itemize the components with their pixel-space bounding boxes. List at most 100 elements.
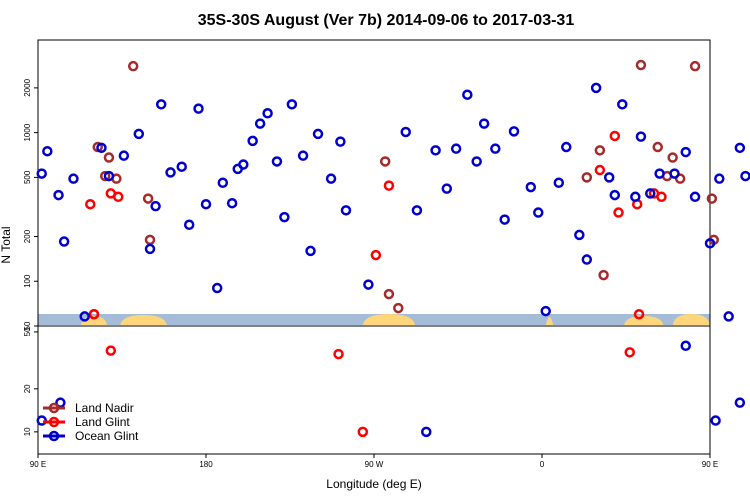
point-ocean-glint	[561, 141, 572, 153]
point-ocean-glint	[734, 397, 746, 408]
point-ocean-glint	[211, 282, 223, 294]
point-ocean-glint	[603, 172, 615, 183]
point-ocean-glint	[193, 103, 204, 114]
point-ocean-glint	[183, 219, 195, 230]
legend-marker-land-nadir	[48, 402, 60, 414]
point-ocean-glint	[340, 205, 352, 216]
point-ocean-glint	[704, 238, 716, 249]
point-land-glint	[370, 249, 382, 261]
point-ocean-glint	[734, 142, 746, 154]
point-ocean-glint	[714, 173, 725, 184]
xtick-label: 180	[199, 460, 213, 469]
legend-label-ocean-glint: Ocean Glint	[75, 429, 139, 443]
point-ocean-glint	[590, 82, 602, 94]
point-land-glint	[357, 426, 369, 438]
point-ocean-glint	[36, 168, 47, 179]
point-land-glint	[633, 308, 645, 320]
point-land-glint	[105, 345, 117, 356]
point-ocean-glint	[200, 198, 212, 210]
point-land-nadir	[635, 59, 647, 71]
point-ocean-glint	[217, 177, 229, 189]
upper-ytick-label: 50	[23, 321, 32, 330]
land-shape	[624, 316, 664, 325]
point-land-nadir	[652, 141, 663, 153]
chart-title: 35S-30S August (Ver 7b) 2014-09-06 to 20…	[198, 12, 575, 29]
upper-plot-frame	[37, 39, 711, 327]
xtick-label: 90 W	[365, 460, 384, 469]
point-ocean-glint	[271, 156, 283, 167]
point-ocean-glint	[254, 118, 266, 129]
xtick-label: 0	[540, 460, 545, 469]
point-ocean-glint	[654, 168, 665, 179]
point-land-nadir	[594, 145, 606, 156]
point-ocean-glint	[238, 159, 249, 170]
point-land-nadir	[667, 152, 678, 163]
point-ocean-glint	[58, 236, 70, 247]
point-ocean-glint	[645, 188, 656, 199]
point-land-nadir	[142, 193, 154, 204]
x-axis-label: Longitude (deg E)	[326, 477, 421, 491]
legend-label-land-glint: Land Glint	[75, 415, 130, 429]
point-ocean-glint	[680, 146, 691, 158]
upper-ytick-label: 200	[23, 229, 32, 243]
y-axis-label: N Total	[0, 226, 13, 263]
point-ocean-glint	[96, 142, 107, 154]
point-ocean-glint	[297, 150, 309, 161]
point-ocean-glint	[133, 128, 145, 140]
point-ocean-glint	[335, 136, 346, 147]
point-land-glint	[383, 180, 395, 191]
point-land-glint	[85, 198, 96, 210]
point-ocean-glint	[363, 279, 374, 290]
point-ocean-glint	[609, 189, 621, 201]
land-shape	[120, 315, 167, 325]
point-ocean-glint	[165, 167, 176, 178]
point-ocean-glint	[68, 173, 79, 184]
land-shape	[545, 317, 554, 325]
point-ocean-glint	[635, 131, 647, 142]
point-ocean-glint	[305, 245, 316, 257]
point-ocean-glint	[669, 168, 680, 179]
point-ocean-glint	[680, 340, 691, 352]
point-ocean-glint	[553, 177, 565, 189]
point-ocean-glint	[53, 189, 64, 201]
lower-plot-frame	[37, 325, 711, 455]
point-land-glint	[613, 207, 624, 218]
point-ocean-glint	[42, 145, 53, 157]
point-ocean-glint	[262, 108, 273, 119]
point-land-glint	[88, 308, 100, 320]
upper-ytick-label: 1000	[23, 123, 32, 141]
legend: Land Nadir Land Glint Ocean Glint	[43, 401, 139, 443]
legend-marker-land-glint	[48, 416, 60, 428]
lower-ytick-label: 50	[23, 327, 32, 336]
point-ocean-glint	[574, 229, 585, 241]
point-land-nadir	[144, 234, 156, 246]
point-ocean-glint	[312, 128, 324, 140]
point-land-nadir	[581, 172, 593, 183]
point-land-glint	[113, 191, 124, 203]
land-shape	[362, 314, 416, 325]
legend-item-land-nadir: Land Nadir	[43, 401, 134, 415]
point-land-nadir	[393, 302, 404, 314]
point-land-nadir	[674, 173, 686, 184]
point-ocean-glint	[525, 181, 537, 193]
point-ocean-glint	[533, 207, 544, 218]
point-land-glint	[333, 348, 344, 360]
point-ocean-glint	[279, 211, 290, 223]
lower-ytick-label: 20	[23, 384, 32, 393]
point-ocean-glint	[710, 415, 721, 426]
legend-marker-ocean-glint	[48, 430, 60, 442]
xtick-label: 90 E	[30, 460, 46, 469]
point-ocean-glint	[400, 126, 411, 138]
point-ocean-glint	[740, 170, 750, 182]
point-land-nadir	[127, 60, 139, 72]
point-ocean-glint	[617, 99, 628, 110]
point-ocean-glint	[226, 197, 238, 209]
point-ocean-glint	[499, 214, 510, 225]
point-ocean-glint	[430, 145, 441, 156]
point-ocean-glint	[79, 311, 90, 322]
point-ocean-glint	[689, 191, 701, 203]
point-ocean-glint	[144, 243, 156, 255]
point-ocean-glint	[478, 118, 490, 129]
point-ocean-glint	[508, 126, 520, 137]
point-land-glint	[656, 191, 667, 203]
